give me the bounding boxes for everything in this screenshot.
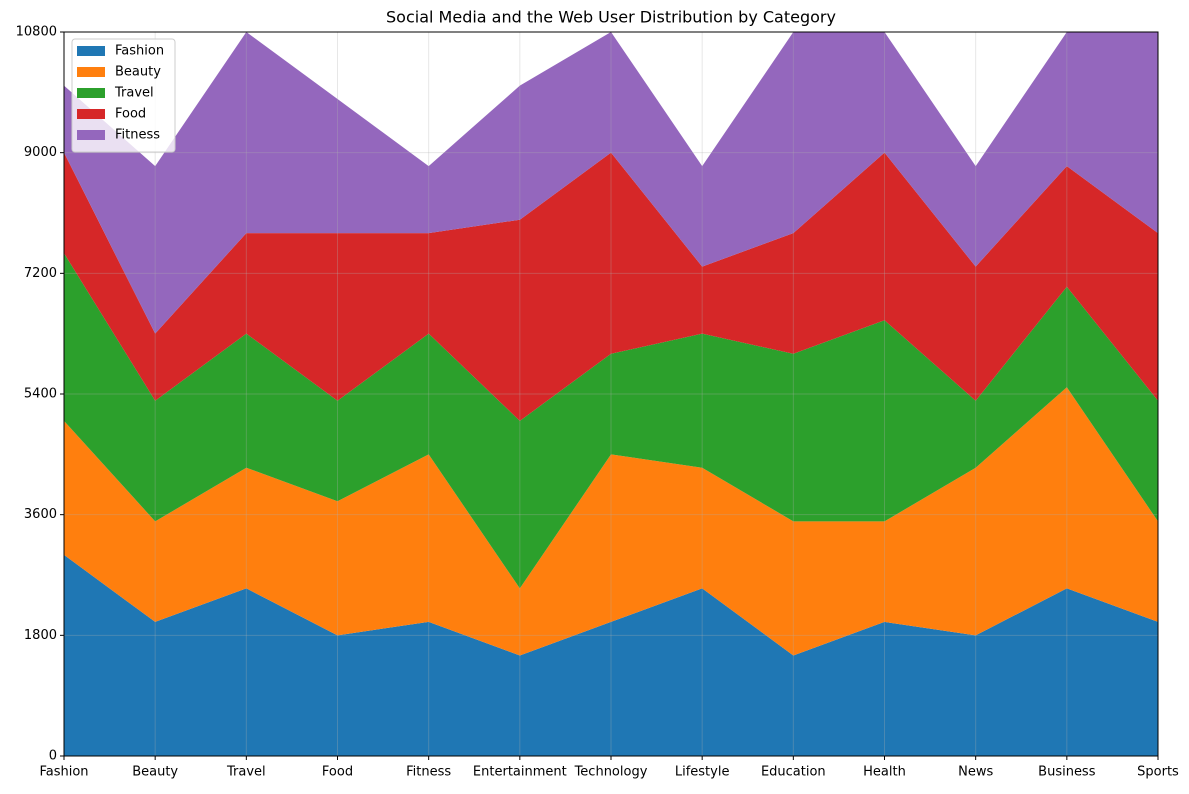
- legend-swatch: [77, 109, 105, 119]
- x-tick-label: Business: [1038, 765, 1096, 780]
- legend-swatch: [77, 130, 105, 140]
- legend-swatch: [77, 88, 105, 98]
- x-tick-label: Education: [761, 765, 826, 780]
- area: [64, 387, 1158, 656]
- y-tick-label: 3600: [24, 507, 57, 522]
- y-tick-label: 10800: [16, 25, 57, 40]
- legend-label: Travel: [114, 86, 154, 101]
- y-tick-label: 5400: [24, 387, 57, 402]
- x-tick-label: Entertainment: [473, 765, 567, 780]
- legend-label: Fitness: [115, 128, 160, 143]
- legend-swatch: [77, 46, 105, 56]
- chart-title: Social Media and the Web User Distributi…: [386, 8, 836, 27]
- y-tick-label: 9000: [24, 145, 57, 160]
- area: [64, 152, 1158, 421]
- x-tick-label: Travel: [226, 765, 266, 780]
- y-tick-label: 0: [49, 749, 57, 764]
- area: [64, 32, 1158, 334]
- legend-swatch: [77, 67, 105, 77]
- area: [64, 253, 1158, 589]
- x-tick-label: Sports: [1137, 765, 1179, 780]
- x-tick-label: Health: [863, 765, 906, 780]
- x-tick-label: Technology: [574, 765, 648, 780]
- x-tick-label: News: [958, 765, 993, 780]
- legend-label: Beauty: [115, 65, 161, 80]
- area: [64, 554, 1158, 756]
- legend-label: Fashion: [115, 44, 164, 59]
- x-tick-label: Fashion: [39, 765, 88, 780]
- x-tick-label: Food: [322, 765, 353, 780]
- y-tick-label: 1800: [24, 628, 57, 643]
- y-tick-label: 7200: [24, 266, 57, 281]
- x-tick-label: Beauty: [132, 765, 178, 780]
- legend-label: Food: [115, 107, 146, 122]
- x-tick-label: Fitness: [406, 765, 451, 780]
- x-tick-label: Lifestyle: [675, 765, 730, 780]
